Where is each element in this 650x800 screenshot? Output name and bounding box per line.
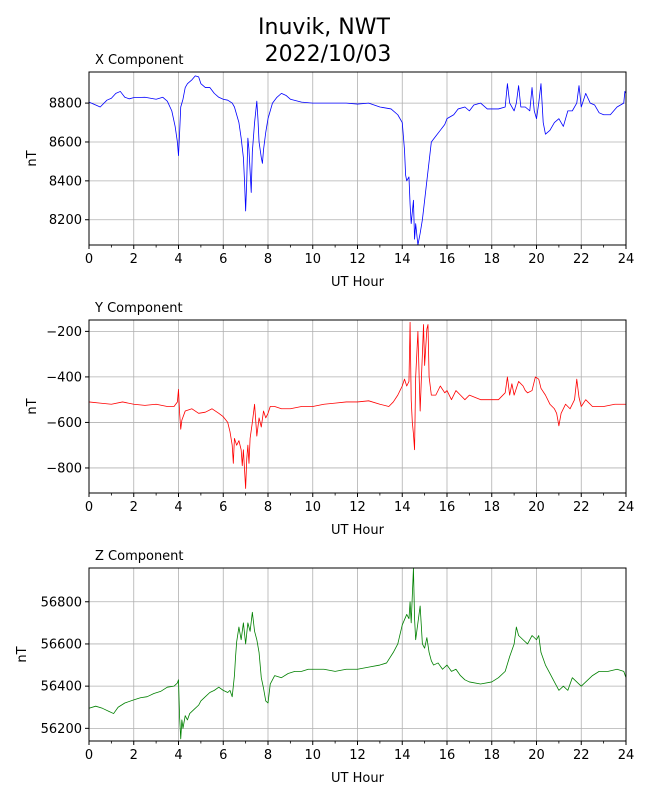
x-component-xtick-label-14: 14 [394, 252, 411, 267]
z-component-panel: 0 2 4 6 8 10 12 14 16 18 20 22 245620056400566005680… [15, 549, 634, 786]
y-component-xtick-label-22: 22 [573, 500, 590, 515]
z-component-xlabel: UT Hour [331, 771, 385, 786]
x-component-xtick-label-2: 2 [130, 252, 138, 267]
x-component-xtick-label-24: 24 [618, 252, 635, 267]
z-component-series-line-0 [88, 567, 627, 740]
x-component-ylabel: nT [25, 150, 40, 166]
y-component-xtick-label-18: 18 [483, 500, 500, 515]
x-component-xtick-label-12: 12 [349, 252, 366, 267]
y-component-title: Y Component [94, 301, 183, 316]
x-component-series-line-0 [88, 75, 627, 246]
x-component-ytick-label-8400: 8400 [49, 174, 82, 189]
y-component-ytick-label-800: −800 [46, 461, 82, 476]
y-component-series-line-0 [88, 321, 626, 489]
z-component-xtick-label-4: 4 [174, 748, 182, 763]
x-component-xtick-label-0: 0 [85, 252, 93, 267]
z-component-xtick-label-6: 6 [219, 748, 227, 763]
y-component-xtick-label-16: 16 [439, 500, 456, 515]
y-component-xtick-label-14: 14 [394, 500, 411, 515]
x-component-ytick-label-8600: 8600 [49, 135, 82, 150]
y-component-xtick-label-0: 0 [85, 500, 93, 515]
y-component-ytick-label-400: −400 [46, 370, 82, 385]
x-component-xtick-label-16: 16 [439, 252, 456, 267]
z-component-xtick-label-16: 16 [439, 748, 456, 763]
x-component-xtick-label-10: 10 [304, 252, 321, 267]
z-component-xtick-label-8: 8 [264, 748, 272, 763]
y-component-xtick-label-6: 6 [219, 500, 227, 515]
z-component-xtick-label-20: 20 [528, 748, 545, 763]
z-component-ytick-label-56800: 56800 [41, 595, 82, 610]
z-component-xtick-label-14: 14 [394, 748, 411, 763]
z-component-ytick-label-56600: 56600 [41, 637, 82, 652]
z-component-xtick-label-12: 12 [349, 748, 366, 763]
x-component-ytick-label-8200: 8200 [49, 213, 82, 228]
x-component-title: X Component [95, 53, 184, 68]
figure-title-line2: 2022/10/03 [265, 42, 392, 67]
z-component-title: Z Component [95, 549, 184, 564]
y-component-ytick-label-200: −200 [46, 325, 82, 340]
y-component-ylabel: nT [25, 398, 40, 414]
x-component-xtick-label-6: 6 [219, 252, 227, 267]
x-component-xlabel: UT Hour [331, 275, 385, 290]
y-component-xtick-label-24: 24 [618, 500, 635, 515]
y-component-xtick-label-2: 2 [130, 500, 138, 515]
z-component-ytick-label-56400: 56400 [41, 680, 82, 695]
y-component-ytick-label-600: −600 [46, 416, 82, 431]
z-component-xtick-label-18: 18 [483, 748, 500, 763]
x-component-xtick-label-18: 18 [483, 252, 500, 267]
y-component-xtick-label-8: 8 [264, 500, 272, 515]
y-component-xtick-label-12: 12 [349, 500, 366, 515]
x-component-xtick-label-20: 20 [528, 252, 545, 267]
z-component-xtick-label-10: 10 [304, 748, 321, 763]
y-component-xtick-label-10: 10 [304, 500, 321, 515]
z-component-xtick-label-2: 2 [130, 748, 138, 763]
z-component-ylabel: nT [15, 646, 30, 662]
x-component-xtick-label-4: 4 [174, 252, 182, 267]
z-component-xtick-label-24: 24 [618, 748, 635, 763]
x-component-xtick-label-8: 8 [264, 252, 272, 267]
y-component-xtick-label-20: 20 [528, 500, 545, 515]
figure-title-line1: Inuvik, NWT [258, 15, 390, 40]
z-component-ytick-label-56200: 56200 [41, 722, 82, 737]
x-component-ytick-label-8800: 8800 [49, 97, 82, 112]
y-component-xlabel: UT Hour [331, 523, 385, 538]
x-component-xtick-label-22: 22 [573, 252, 590, 267]
z-component-xtick-label-0: 0 [85, 748, 93, 763]
y-component-xtick-label-4: 4 [174, 500, 182, 515]
z-component-xtick-label-22: 22 [573, 748, 590, 763]
